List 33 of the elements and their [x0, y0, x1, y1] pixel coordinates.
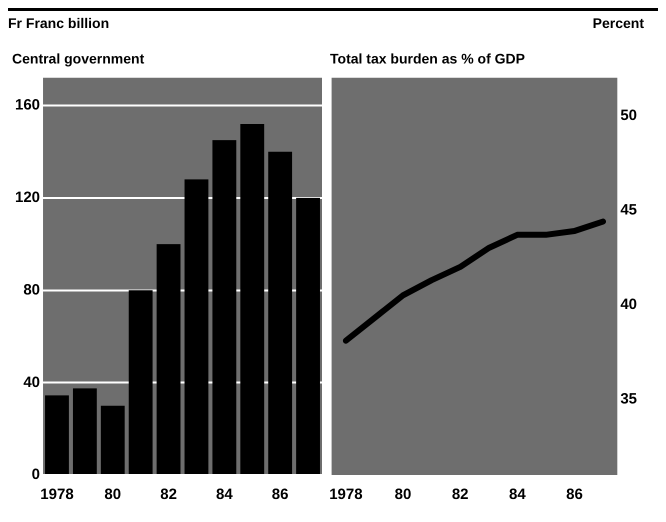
bar	[128, 290, 153, 474]
y-tick-label: 120	[14, 189, 40, 206]
y-tick-label: 40	[23, 374, 40, 391]
x-tick-label: 82	[452, 486, 469, 504]
x-tick-label: 82	[160, 486, 177, 504]
x-tick-label: 84	[216, 486, 234, 504]
y2-axis-title: Percent	[592, 15, 644, 33]
y2-tick-label: 45	[620, 201, 638, 218]
x-tick-label: 86	[566, 486, 583, 504]
x-tick-label: 1978	[329, 486, 363, 504]
bar	[184, 179, 208, 474]
x-tick-label: 84	[508, 486, 526, 504]
bar	[212, 140, 236, 474]
y2-tick-label: 50	[620, 106, 638, 124]
y-tick-label: 160	[14, 96, 40, 114]
y-tick-label: 80	[23, 281, 40, 298]
bar	[240, 124, 264, 474]
y-axis-title: Fr Franc billion	[8, 15, 110, 33]
x-tick-label: 80	[394, 486, 412, 504]
chart-title: Central government	[12, 50, 145, 66]
y-tick-label: 0	[32, 466, 40, 484]
x-tick-label: 80	[104, 486, 122, 504]
x-tick-label: 86	[272, 486, 288, 504]
x-tick-label: 1978	[40, 486, 74, 504]
bar	[100, 406, 125, 474]
y2-tick-label: 35	[620, 390, 638, 408]
y2-tick-label: 40	[620, 296, 638, 313]
bar	[156, 244, 180, 474]
bar	[268, 152, 292, 474]
chart-title: Total tax burden as % of GDP	[330, 50, 525, 66]
bar	[296, 198, 320, 474]
bar	[45, 395, 69, 474]
bar	[72, 388, 97, 474]
